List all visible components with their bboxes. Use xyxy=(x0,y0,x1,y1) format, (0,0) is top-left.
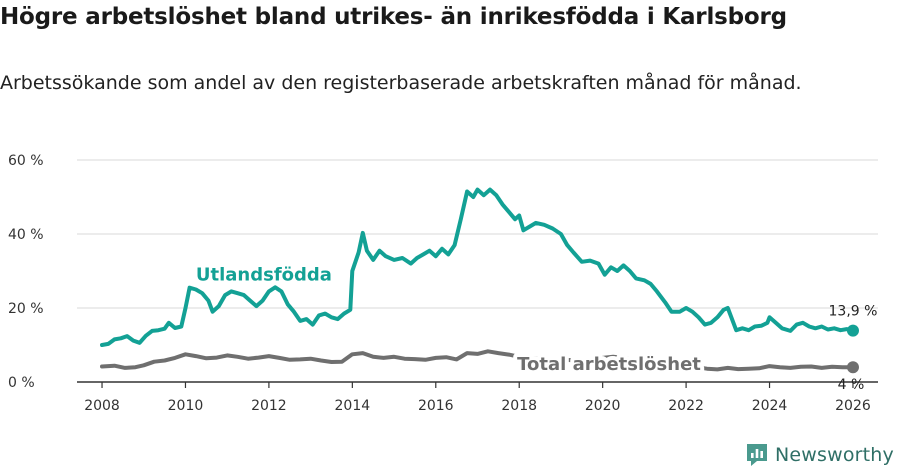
y-tick-label: 40 % xyxy=(8,227,44,243)
newsworthy-logo-icon xyxy=(746,444,767,466)
x-tick-label: 2010 xyxy=(168,398,204,414)
x-axis: 2008 2010 2012 2014 2016 2018 2020 2022 2024 2026 xyxy=(84,382,871,414)
end-point-total xyxy=(846,361,859,374)
series-line-total xyxy=(100,349,855,372)
series-layer xyxy=(100,187,859,374)
x-tick-label: 2014 xyxy=(335,398,371,414)
y-tick-label: 60 % xyxy=(8,153,44,169)
x-tick-label: 2024 xyxy=(752,398,788,414)
x-tick-label: 2022 xyxy=(668,398,704,414)
end-value-label-utlandsfodda: 13,9 % xyxy=(829,304,878,320)
x-tick-label: 2018 xyxy=(501,398,537,414)
line-chart: 0 % 20 % 40 % 60 % 2008 2010 2012 2014 2016 2018… xyxy=(8,153,878,414)
y-tick-label: 20 % xyxy=(8,301,44,317)
x-tick-label: 2012 xyxy=(251,398,287,414)
x-tick-label: 2008 xyxy=(84,398,120,414)
brand-logo: Newsworthy xyxy=(745,442,894,468)
chart-subtitle: Arbetssökande som andel av den registerb… xyxy=(0,72,802,94)
end-point-utlandsfodda xyxy=(846,324,859,337)
series-label-total-halo: Total arbetslöshet xyxy=(517,354,701,375)
series-label-total: Total arbetslöshet xyxy=(517,354,701,375)
x-tick-label: 2020 xyxy=(585,398,621,414)
end-value-label-total: 4 % xyxy=(838,377,865,393)
x-tick-label: 2026 xyxy=(835,398,871,414)
y-tick-label: 0 % xyxy=(8,375,35,391)
series-line-utlandsfodda xyxy=(100,187,855,347)
gridlines: 0 % 20 % 40 % 60 % xyxy=(8,153,878,391)
x-tick-label: 2016 xyxy=(418,398,454,414)
chart-title: Högre arbetslöshet bland utrikes- än inr… xyxy=(0,4,787,30)
series-label-utlandsfodda: Utlandsfödda xyxy=(196,264,332,285)
brand-name: Newsworthy xyxy=(774,444,894,466)
